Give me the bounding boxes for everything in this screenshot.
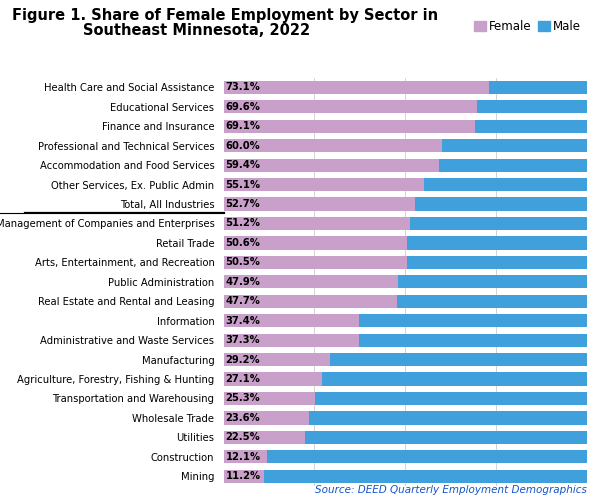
Text: 12.1%: 12.1%	[225, 452, 260, 462]
Text: 23.6%: 23.6%	[225, 413, 260, 423]
Bar	[359, 314, 587, 327]
Bar	[224, 120, 475, 133]
Text: 69.1%: 69.1%	[225, 121, 260, 131]
Bar	[409, 217, 587, 230]
Bar	[224, 236, 408, 249]
Text: 29.2%: 29.2%	[225, 355, 260, 365]
Bar	[224, 100, 477, 113]
Bar	[489, 81, 587, 94]
Bar	[224, 469, 264, 483]
Bar	[407, 256, 587, 269]
Bar	[309, 411, 587, 424]
Text: Figure 1. Share of Female Employment by Sector in: Figure 1. Share of Female Employment by …	[12, 8, 438, 23]
Text: 59.4%: 59.4%	[225, 160, 260, 170]
Bar	[224, 411, 309, 424]
Text: 51.2%: 51.2%	[225, 218, 260, 228]
Text: 11.2%: 11.2%	[225, 471, 260, 481]
Bar	[224, 197, 415, 210]
Text: Southeast Minnesota, 2022: Southeast Minnesota, 2022	[83, 23, 311, 38]
Bar	[424, 178, 587, 191]
Text: 52.7%: 52.7%	[225, 199, 260, 209]
Text: 55.1%: 55.1%	[225, 179, 260, 189]
Bar	[224, 295, 397, 308]
Bar	[224, 450, 268, 463]
Bar	[439, 158, 587, 172]
Bar	[224, 334, 359, 347]
Bar	[224, 314, 359, 327]
Bar	[224, 81, 489, 94]
Bar	[224, 256, 407, 269]
Bar	[224, 372, 322, 386]
Text: 50.5%: 50.5%	[225, 258, 260, 268]
Text: 22.5%: 22.5%	[225, 432, 260, 442]
Text: 37.3%: 37.3%	[225, 335, 260, 345]
Bar	[477, 100, 587, 113]
Text: 27.1%: 27.1%	[225, 374, 260, 384]
Text: 60.0%: 60.0%	[225, 141, 260, 151]
Bar	[224, 431, 305, 444]
Bar	[224, 275, 398, 289]
Bar	[224, 392, 315, 405]
Bar	[224, 353, 330, 366]
Text: 50.6%: 50.6%	[225, 238, 260, 248]
Text: 25.3%: 25.3%	[225, 393, 260, 403]
Bar	[224, 139, 442, 152]
Bar	[408, 236, 587, 249]
Bar	[305, 431, 587, 444]
Text: 37.4%: 37.4%	[225, 316, 260, 326]
Bar	[224, 158, 439, 172]
Bar	[397, 295, 587, 308]
Text: 73.1%: 73.1%	[225, 82, 260, 92]
Bar	[315, 392, 587, 405]
Text: 47.9%: 47.9%	[225, 277, 260, 287]
Bar	[415, 197, 587, 210]
Bar	[264, 469, 587, 483]
Text: 47.7%: 47.7%	[225, 296, 260, 306]
Bar	[359, 334, 587, 347]
Bar	[224, 178, 424, 191]
Bar	[442, 139, 587, 152]
Text: Source: DEED Quarterly Employment Demographics: Source: DEED Quarterly Employment Demogr…	[315, 485, 587, 495]
Bar	[330, 353, 587, 366]
Legend: Female, Male: Female, Male	[474, 20, 581, 33]
Text: 69.6%: 69.6%	[225, 102, 260, 112]
Bar	[224, 217, 409, 230]
Bar	[322, 372, 587, 386]
Bar	[475, 120, 587, 133]
Bar	[398, 275, 587, 289]
Bar	[268, 450, 587, 463]
